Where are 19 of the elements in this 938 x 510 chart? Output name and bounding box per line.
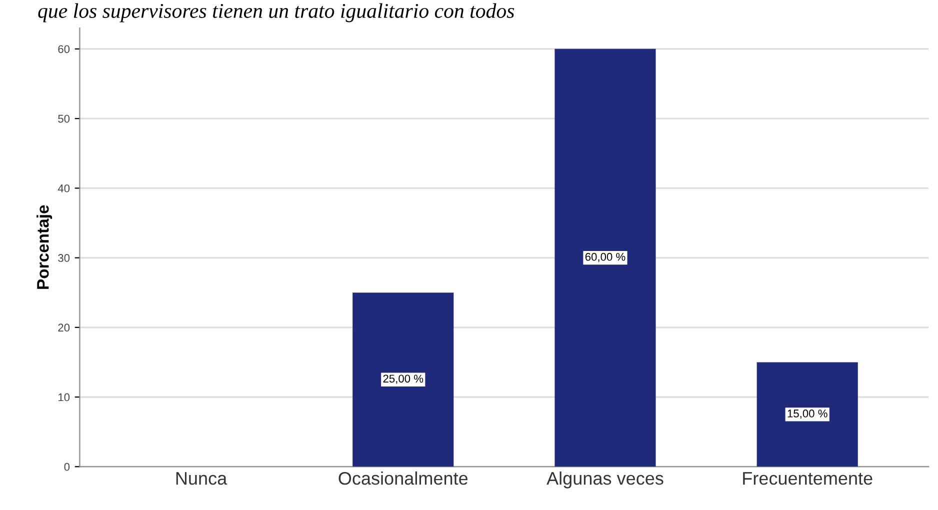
y-tick-label: 0 <box>64 462 70 471</box>
y-tick-label: 20 <box>58 324 70 332</box>
data-label: 60,00 % <box>585 252 626 262</box>
y-tick-label: 50 <box>58 114 70 123</box>
x-tick-label: Ocasionalmente <box>338 472 468 485</box>
y-tick-label: 60 <box>58 45 70 54</box>
x-tick-label: Algunas veces <box>546 472 664 488</box>
chart-title: que los supervisores tienen un trato igualitario con todos <box>38 3 514 22</box>
bar <box>352 292 454 467</box>
bar <box>756 362 858 467</box>
x-tick-label: Nunca <box>176 472 228 485</box>
bar <box>554 48 656 467</box>
x-tick-label: Frecuentemente <box>743 472 872 485</box>
data-label: 25,00 % <box>383 374 424 384</box>
data-label: 15,00 % <box>788 410 828 419</box>
y-tick-label: 30 <box>58 254 70 262</box>
y-tick-label: 10 <box>58 393 70 402</box>
y-tick-label: 40 <box>58 184 70 192</box>
y-axis-title: Porcentaje <box>36 205 52 289</box>
